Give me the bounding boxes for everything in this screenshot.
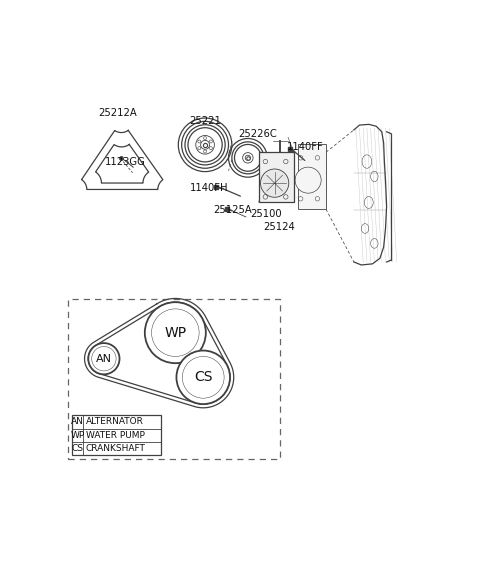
Text: 25212A: 25212A	[98, 108, 137, 118]
Text: CRANKSHAFT: CRANKSHAFT	[85, 444, 145, 453]
Text: 25221: 25221	[189, 115, 221, 126]
Bar	[72, 415, 161, 455]
Text: 25124: 25124	[264, 222, 295, 231]
Text: 1140FF: 1140FF	[287, 142, 324, 151]
Text: AN: AN	[71, 417, 84, 426]
Text: 1140FH: 1140FH	[190, 182, 228, 193]
Text: WATER PUMP: WATER PUMP	[85, 431, 144, 440]
Text: CS: CS	[72, 444, 84, 453]
Text: 1123GG: 1123GG	[105, 157, 145, 167]
Circle shape	[261, 169, 289, 197]
Text: 25100: 25100	[251, 209, 282, 218]
Circle shape	[145, 302, 206, 363]
Bar	[68, 299, 280, 459]
Text: ALTERNATOR: ALTERNATOR	[85, 417, 144, 426]
Circle shape	[295, 167, 321, 193]
Text: 25125A: 25125A	[214, 205, 252, 215]
Text: 25226C: 25226C	[238, 129, 276, 138]
Circle shape	[177, 351, 230, 404]
Text: WP: WP	[164, 325, 186, 339]
Text: CS: CS	[194, 370, 213, 385]
Text: AN: AN	[96, 354, 112, 364]
Circle shape	[88, 343, 120, 374]
Bar	[298, 144, 325, 209]
Bar	[259, 152, 294, 203]
Text: WP: WP	[71, 431, 84, 440]
